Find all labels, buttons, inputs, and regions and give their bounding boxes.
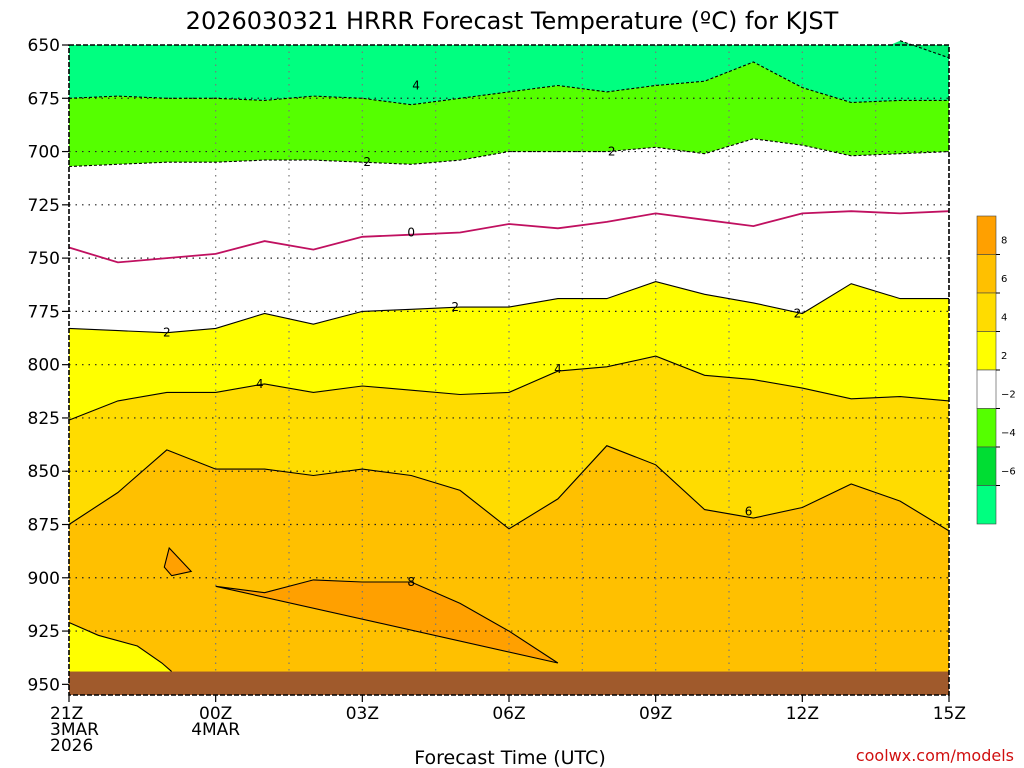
x-tick-label: 00Z [199,704,232,724]
grid-lines [69,45,949,695]
colorbar-segment [976,485,997,525]
isotherm-label: 2 [451,300,459,314]
x-axis-label: Forecast Time (UTC) [414,747,605,768]
x-tick-label: 06Z [492,704,525,724]
colorbar-segment [976,446,997,486]
y-tick-label: 900 [28,569,60,589]
colorbar: 8 6 4 2 −2 −4 −6 [976,215,1016,525]
y-tick-label: 925 [28,622,60,642]
isotherm-2 [68,281,949,334]
isotherm-4 [68,355,950,421]
y-axis-ticks: 650 675 700 725 750 775 800 825 850 875 900 925 950 [28,36,69,695]
chart-title: 2026030321 HRRR Forecast Temperature (ºC… [186,7,839,35]
colorbar-tick-label: 2 [1001,351,1007,362]
x-tick-label: 21Z [50,704,83,724]
y-tick-label: 775 [28,302,60,322]
colorbar-tick-label: −2 [1001,390,1016,401]
isotherm-label: 2 [794,307,802,321]
isotherm-minus6 [899,40,950,59]
fill-above-8 [215,579,558,663]
isotherm-8-pocket [163,546,193,577]
colorbar-tick-label: 6 [1001,274,1007,285]
isotherm-lines [68,40,950,673]
isotherm-minus2 [68,138,950,168]
isotherm-label: 0 [407,226,415,240]
y-tick-label: 800 [28,356,60,376]
colorbar-segment [976,215,997,255]
isotherm-label: 2 [363,155,371,169]
isotherm-label: 8 [407,575,415,589]
colorbar-segment [976,331,997,371]
y-tick-label: 650 [28,36,60,56]
colorbar-segment [976,369,997,409]
fill-minus4-to-minus2 [69,62,949,167]
y-tick-label: 675 [28,89,60,109]
isotherm-label: 4 [412,78,420,92]
temperature-fill-layers [69,40,949,695]
isotherm-2-surface [68,621,173,673]
isotherm-label: 6 [745,505,753,519]
fill-below-minus6 [69,45,949,105]
isotherm-label: 2 [608,145,616,159]
x-tick-label: 15Z [933,704,966,724]
isotherm-minus4 [68,61,949,106]
colorbar-segment [976,408,997,448]
colorbar-tick-label: −4 [1001,428,1016,439]
colorbar-segment [976,254,997,294]
x-tick-label: 03Z [346,704,379,724]
x-tick-label: 3MAR [50,720,99,740]
isotherm-8 [215,579,559,664]
isotherm-labels: 4 2 2 0 2 2 2 4 4 6 8 [163,78,801,589]
colorbar-tick-label: 8 [1001,236,1007,247]
x-tick-label: 2026 [50,736,93,756]
fill-6-to-8 [69,445,949,695]
colorbar-segment [976,292,997,332]
ground-layer [69,671,949,695]
x-tick-label: 12Z [786,704,819,724]
credit-text[interactable]: coolwx.com/models [856,746,1014,765]
isotherm-0 [68,210,950,264]
colorbar-tick-label: −6 [1001,467,1016,478]
fill-surface-pocket [69,622,172,672]
isotherm-6 [68,445,950,532]
y-tick-label: 850 [28,462,60,482]
y-tick-label: 825 [28,409,60,429]
y-tick-label: 950 [28,675,60,695]
y-tick-label: 750 [28,249,60,269]
ground-bar [69,671,949,695]
x-tick-label: 09Z [639,704,672,724]
y-tick-label: 875 [28,516,60,536]
isotherm-label: 2 [163,326,171,340]
isotherm-label: 4 [554,362,562,376]
colorbar-tick-label: 4 [1001,313,1007,324]
y-tick-label: 725 [28,196,60,216]
isotherm-label: 4 [256,377,264,391]
x-tick-label: 4MAR [191,720,240,740]
y-tick-label: 700 [28,143,60,163]
fill-minus2-to-2 [69,138,949,333]
